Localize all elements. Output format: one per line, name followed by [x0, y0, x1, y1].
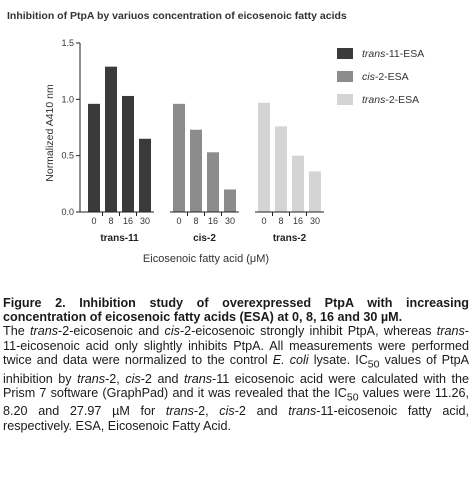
legend: trans-11-ESA cis-2-ESA trans-2-ESA — [337, 48, 424, 106]
bar-trans-11-16 — [122, 95, 134, 212]
x-axis-title: Eicosenoic fatty acid (μM) — [143, 253, 269, 265]
x-tick-label: 8 — [108, 216, 113, 226]
x-tick-label: 16 — [293, 216, 303, 226]
x-tick-label: 30 — [225, 216, 235, 226]
x-tick-label: 0 — [176, 216, 181, 226]
bar-trans-2-16 — [292, 155, 304, 212]
x-tick-label: 16 — [208, 216, 218, 226]
group-label: trans-2 — [273, 233, 307, 244]
y-axis: 0.0 0.5 1.0 1.5 — [61, 38, 81, 217]
x-tick-label: 8 — [193, 216, 198, 226]
legend-swatch — [337, 71, 353, 82]
chart-title: Inhibition of PtpA by variuos concentrat… — [7, 10, 347, 22]
x-tick-label: 8 — [278, 216, 283, 226]
bar-trans-11-30 — [139, 138, 151, 212]
bar-chart: Inhibition of PtpA by variuos concentrat… — [7, 10, 424, 265]
caption-heading: Figure 2. Inhibition study of overexpres… — [3, 296, 469, 325]
y-axis-title: Normalized A410 nm — [44, 84, 56, 182]
y-tick-label: 0.5 — [61, 151, 74, 161]
y-tick-label: 0.0 — [61, 207, 74, 217]
legend-label: cis-2-ESA — [362, 71, 409, 83]
figure-caption: Figure 2. Inhibition study of overexpres… — [3, 296, 469, 433]
group-label: cis-2 — [193, 233, 216, 244]
x-tick-label: 30 — [310, 216, 320, 226]
group-label: trans-11 — [100, 233, 139, 244]
bar-cis-2-16 — [207, 152, 219, 212]
legend-label: trans-11-ESA — [362, 48, 424, 60]
y-tick-label: 1.0 — [61, 94, 74, 104]
bar-trans-2-8 — [275, 126, 287, 212]
x-tick-label: 16 — [123, 216, 133, 226]
bar-cis-2-8 — [190, 129, 202, 212]
y-tick-label: 1.5 — [61, 38, 74, 48]
bar-cis-2-0 — [173, 103, 185, 212]
bar-trans-2-0 — [258, 102, 270, 212]
legend-label: trans-2-ESA — [362, 94, 419, 106]
x-tick-label: 0 — [261, 216, 266, 226]
legend-swatch — [337, 94, 353, 105]
bars — [88, 66, 321, 212]
bar-cis-2-30 — [224, 189, 236, 212]
bar-trans-11-0 — [88, 103, 100, 212]
bar-trans-2-30 — [309, 171, 321, 212]
bar-trans-11-8 — [105, 66, 117, 212]
caption-body: The trans-2-eicosenoic and cis-2-eicosen… — [3, 324, 469, 433]
legend-swatch — [337, 48, 353, 59]
x-tick-label: 30 — [140, 216, 150, 226]
x-tick-label: 0 — [91, 216, 96, 226]
